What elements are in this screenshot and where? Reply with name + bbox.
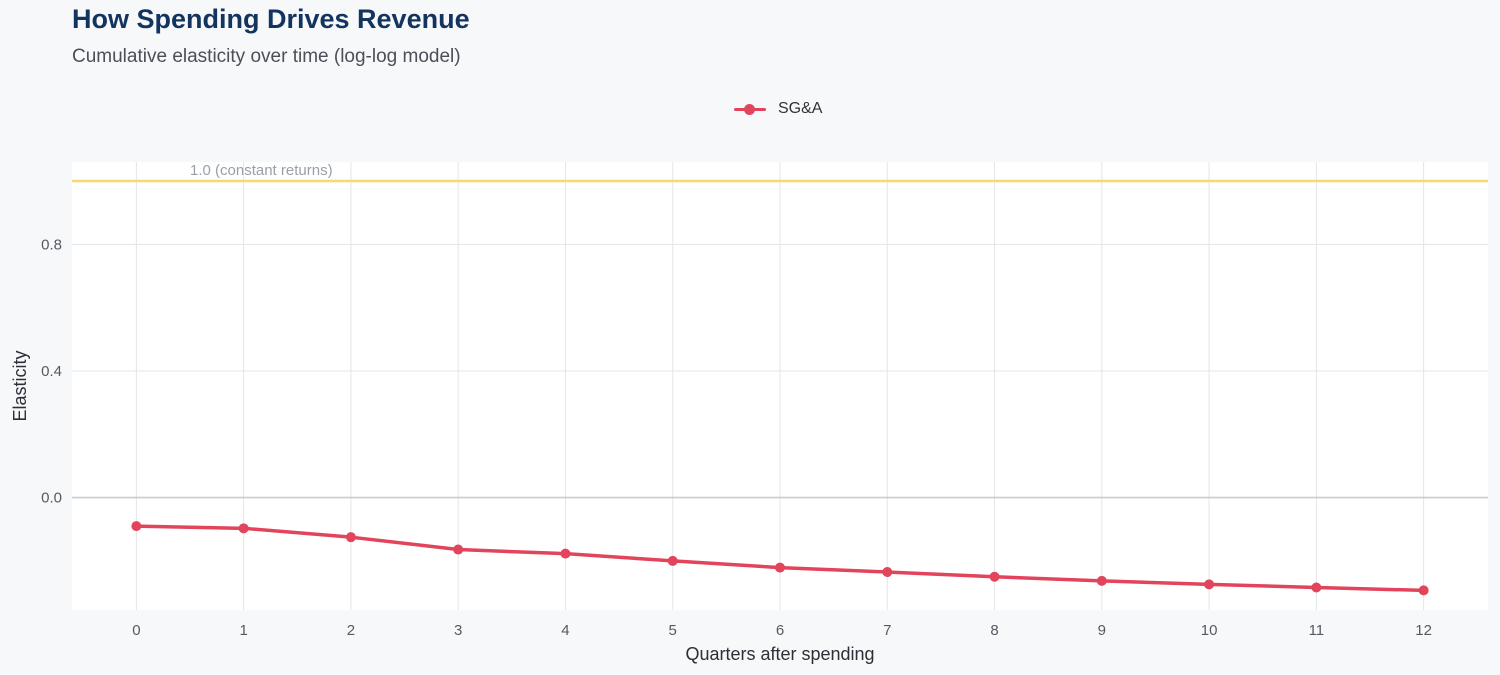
x-tick-label: 5 (669, 622, 677, 639)
series-point (1418, 585, 1429, 596)
series-point (989, 571, 1000, 582)
legend: SG&A (734, 98, 822, 120)
chart-subtitle: Cumulative elasticity over time (log-log… (72, 46, 461, 67)
x-tick-label: 7 (883, 622, 891, 639)
y-axis-title: Elasticity (10, 350, 30, 421)
x-tick-label: 8 (990, 622, 998, 639)
series-point (345, 532, 356, 543)
series-point (238, 523, 249, 534)
x-tick-label: 3 (454, 622, 462, 639)
series-point (453, 544, 464, 555)
x-tick-label: 4 (561, 622, 569, 639)
x-tick-label: 6 (776, 622, 784, 639)
legend-swatch-sga (734, 98, 766, 120)
y-gridlines (72, 243, 1488, 499)
series-point (1096, 575, 1107, 586)
series-point (882, 567, 893, 578)
reference-lines: 1.0 (constant returns) (72, 162, 1488, 183)
x-tick-label: 9 (1098, 622, 1106, 639)
x-tick-labels: 0 1 2 3 4 5 6 7 8 9 10 11 12 (132, 622, 1432, 639)
series-point (775, 562, 785, 573)
series-layer (131, 521, 1429, 596)
x-tick-label: 12 (1415, 622, 1432, 639)
chart-title: How Spending Drives Revenue (72, 4, 470, 34)
series-point (1204, 579, 1215, 590)
series-point (667, 555, 678, 566)
x-tick-label: 0 (132, 622, 140, 639)
y-tick-label: 0.0 (41, 490, 62, 507)
series-point (1311, 582, 1322, 593)
reference-line-label: 1.0 (constant returns) (190, 162, 333, 179)
y-tick-label: 0.8 (41, 236, 62, 253)
x-tick-label: 10 (1201, 622, 1218, 639)
x-tick-label: 1 (239, 622, 247, 639)
y-tick-label: 0.4 (41, 363, 62, 380)
y-tick-labels: 0.0 0.4 0.8 (41, 236, 62, 506)
x-axis-title: Quarters after spending (685, 644, 874, 664)
legend-label-sga: SG&A (778, 100, 823, 117)
x-tick-label: 11 (1309, 622, 1325, 639)
series-point (560, 548, 571, 559)
x-tick-label: 2 (347, 622, 355, 639)
legend-swatch-dot (744, 104, 755, 115)
series-point (131, 521, 142, 532)
